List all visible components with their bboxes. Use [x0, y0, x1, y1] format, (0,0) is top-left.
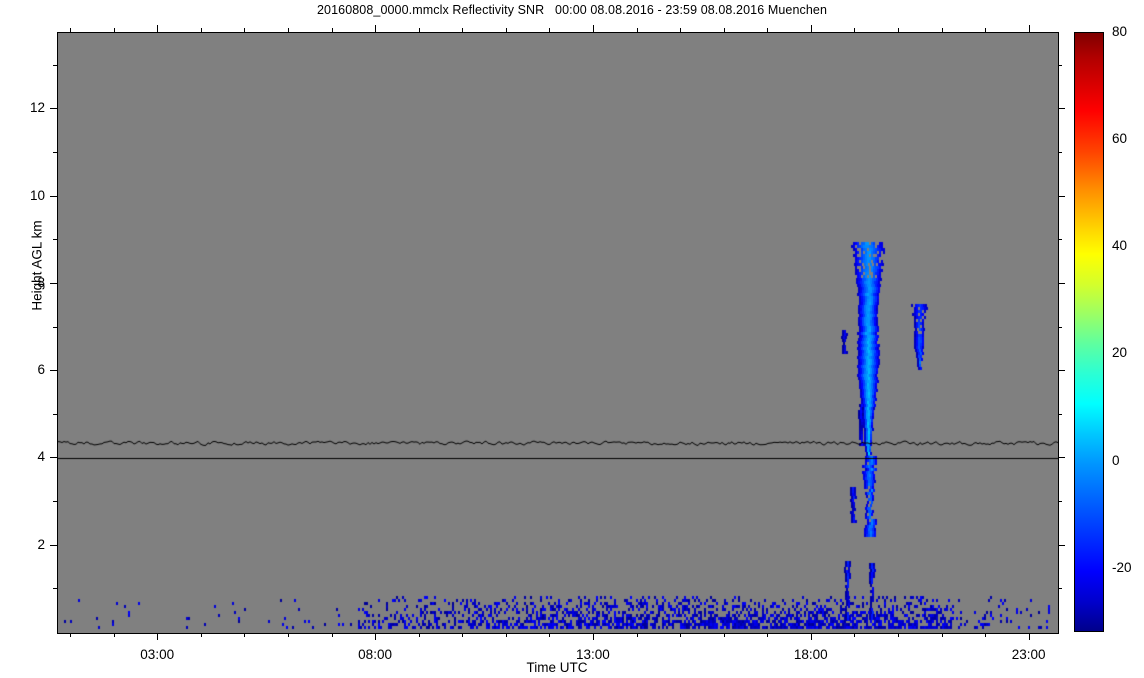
x-major-tick-top	[593, 25, 594, 32]
x-major-tick	[375, 633, 376, 640]
colorbar-tick-label: 40	[1112, 238, 1128, 254]
colorbar-tick-label: 20	[1112, 345, 1128, 361]
x-tick-label: 03:00	[140, 647, 175, 662]
x-minor-tick-top	[637, 28, 638, 32]
x-minor-tick	[854, 633, 855, 637]
colorbar-gradient	[1074, 32, 1104, 632]
x-major-tick	[157, 633, 158, 640]
y-tick-label: 4	[37, 449, 45, 465]
x-minor-tick	[767, 633, 768, 637]
x-minor-tick-top	[942, 28, 943, 32]
y-minor-tick	[53, 152, 57, 153]
y-minor-tick	[53, 239, 57, 240]
x-minor-tick	[506, 633, 507, 637]
x-minor-tick-top	[724, 28, 725, 32]
colorbar-tick-label: 0	[1112, 452, 1120, 468]
x-minor-tick	[201, 633, 202, 637]
x-minor-tick-top	[506, 28, 507, 32]
x-major-tick-top	[1029, 25, 1030, 32]
y-major-tick	[50, 370, 57, 371]
y-tick-label: 8	[37, 274, 45, 290]
page-title: 20160808_0000.mmclx Reflectivity SNR 00:…	[316, 3, 828, 17]
x-major-tick-top	[375, 25, 376, 32]
y-minor-tick	[53, 588, 57, 589]
y-major-tick	[50, 108, 57, 109]
y-major-tick-right	[1058, 196, 1065, 197]
x-minor-tick	[114, 633, 115, 637]
y-major-tick-right	[1058, 457, 1065, 458]
y-major-tick	[50, 457, 57, 458]
x-minor-tick-top	[419, 28, 420, 32]
y-minor-tick-right	[1058, 239, 1062, 240]
y-tick-label: 2	[37, 536, 45, 552]
x-minor-tick-top	[549, 28, 550, 32]
x-major-tick-top	[811, 25, 812, 32]
x-minor-tick-top	[462, 28, 463, 32]
colorbar-tick-label: -20	[1112, 559, 1132, 575]
x-minor-tick-top	[201, 28, 202, 32]
x-minor-tick-top	[70, 28, 71, 32]
x-minor-tick	[549, 633, 550, 637]
x-minor-tick-top	[985, 28, 986, 32]
y-minor-tick-right	[1058, 501, 1062, 502]
x-minor-tick	[637, 633, 638, 637]
x-minor-tick	[462, 633, 463, 637]
colorbar-tick-label: 80	[1112, 24, 1128, 39]
y-major-tick-right	[1058, 283, 1065, 284]
x-tick-label: 08:00	[358, 647, 392, 662]
y-tick-label: 6	[37, 362, 45, 378]
y-minor-tick	[53, 327, 57, 328]
y-minor-tick-right	[1058, 327, 1062, 328]
y-major-tick	[50, 283, 57, 284]
x-major-tick	[593, 633, 594, 640]
y-minor-tick-right	[1058, 414, 1062, 415]
x-minor-tick-top	[680, 28, 681, 32]
y-minor-tick-right	[1058, 65, 1062, 66]
x-minor-tick-top	[767, 28, 768, 32]
y-minor-tick	[53, 65, 57, 66]
y-major-tick	[50, 196, 57, 197]
x-minor-tick-top	[244, 28, 245, 32]
y-minor-tick-right	[1058, 588, 1062, 589]
x-minor-tick	[680, 633, 681, 637]
x-minor-tick	[332, 633, 333, 637]
colorbar-tick-label: 60	[1112, 131, 1128, 147]
x-major-tick	[811, 633, 812, 640]
x-minor-tick-top	[854, 28, 855, 32]
x-tick-label: 18:00	[793, 647, 828, 662]
y-major-tick-right	[1058, 108, 1065, 109]
y-minor-tick	[53, 501, 57, 502]
x-minor-tick-top	[114, 28, 115, 32]
x-minor-tick	[419, 633, 420, 637]
x-tick-label: 13:00	[576, 647, 610, 662]
y-minor-tick	[53, 414, 57, 415]
x-major-tick-top	[157, 25, 158, 32]
y-tick-label: 12	[29, 100, 45, 116]
x-minor-tick	[985, 633, 986, 637]
x-minor-tick	[288, 633, 289, 637]
x-minor-tick	[70, 633, 71, 637]
y-major-tick	[50, 545, 57, 546]
x-axis-title: Time UTC	[526, 660, 588, 675]
x-minor-tick	[898, 633, 899, 637]
y-minor-tick-right	[1058, 152, 1062, 153]
x-minor-tick	[942, 633, 943, 637]
x-minor-tick-top	[898, 28, 899, 32]
y-tick-label: 10	[29, 187, 45, 203]
heatmap-canvas	[58, 33, 1058, 633]
x-minor-tick	[244, 633, 245, 637]
x-tick-label: 23:00	[1011, 647, 1046, 662]
y-axis-title: Height AGL km	[29, 220, 45, 311]
y-major-tick-right	[1058, 370, 1065, 371]
plot-area	[57, 32, 1059, 634]
x-minor-tick-top	[288, 28, 289, 32]
x-minor-tick	[724, 633, 725, 637]
y-major-tick-right	[1058, 545, 1065, 546]
x-major-tick	[1029, 633, 1030, 640]
x-minor-tick-top	[332, 28, 333, 32]
